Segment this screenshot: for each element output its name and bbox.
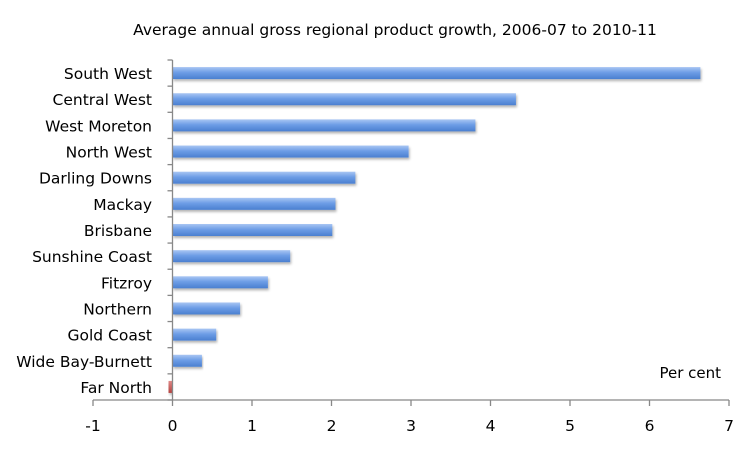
chart-title: Average annual gross regional product gr…	[133, 21, 657, 39]
x-tick-label: 5	[565, 417, 575, 435]
x-tick-label: 3	[406, 417, 416, 435]
bar-central-west	[172, 93, 516, 106]
category-label: Central West	[53, 91, 152, 109]
x-tick-label: 2	[327, 417, 337, 435]
category-label: Gold Coast	[67, 327, 152, 345]
bar-south-west	[172, 67, 701, 80]
x-axis-label: Per cent	[659, 364, 721, 382]
x-tick-label: 4	[486, 417, 496, 435]
x-tick-label: 1	[247, 417, 257, 435]
category-label: Wide Bay-Burnett	[16, 353, 152, 371]
category-label: Northern	[83, 300, 152, 318]
bar-gold-coast	[172, 328, 217, 341]
category-label: Mackay	[93, 196, 152, 214]
x-tick-label: 7	[724, 417, 734, 435]
category-label: Fitzroy	[101, 274, 152, 292]
category-label: Sunshine Coast	[32, 248, 152, 266]
x-tick-label: 0	[168, 417, 178, 435]
category-label: North West	[66, 144, 152, 162]
category-label: Far North	[80, 379, 152, 397]
bar-wide-bay-burnett	[172, 354, 202, 367]
bar-brisbane	[172, 224, 333, 236]
category-label: West Moreton	[45, 117, 152, 135]
category-label: Brisbane	[84, 222, 152, 240]
bar-far-north	[168, 380, 173, 393]
bar-north-west	[172, 145, 409, 158]
category-label: Darling Downs	[39, 170, 152, 188]
bar-sunshine-coast	[172, 250, 291, 263]
bar-mackay	[172, 197, 336, 210]
category-label: South West	[64, 65, 152, 83]
x-tick-label: 6	[645, 417, 655, 435]
bar-northern	[172, 302, 241, 315]
x-tick-label: -1	[85, 417, 100, 435]
bar-darling-downs	[172, 171, 356, 184]
bar-west-moreton	[172, 119, 476, 132]
bar-fitzroy	[172, 276, 268, 289]
